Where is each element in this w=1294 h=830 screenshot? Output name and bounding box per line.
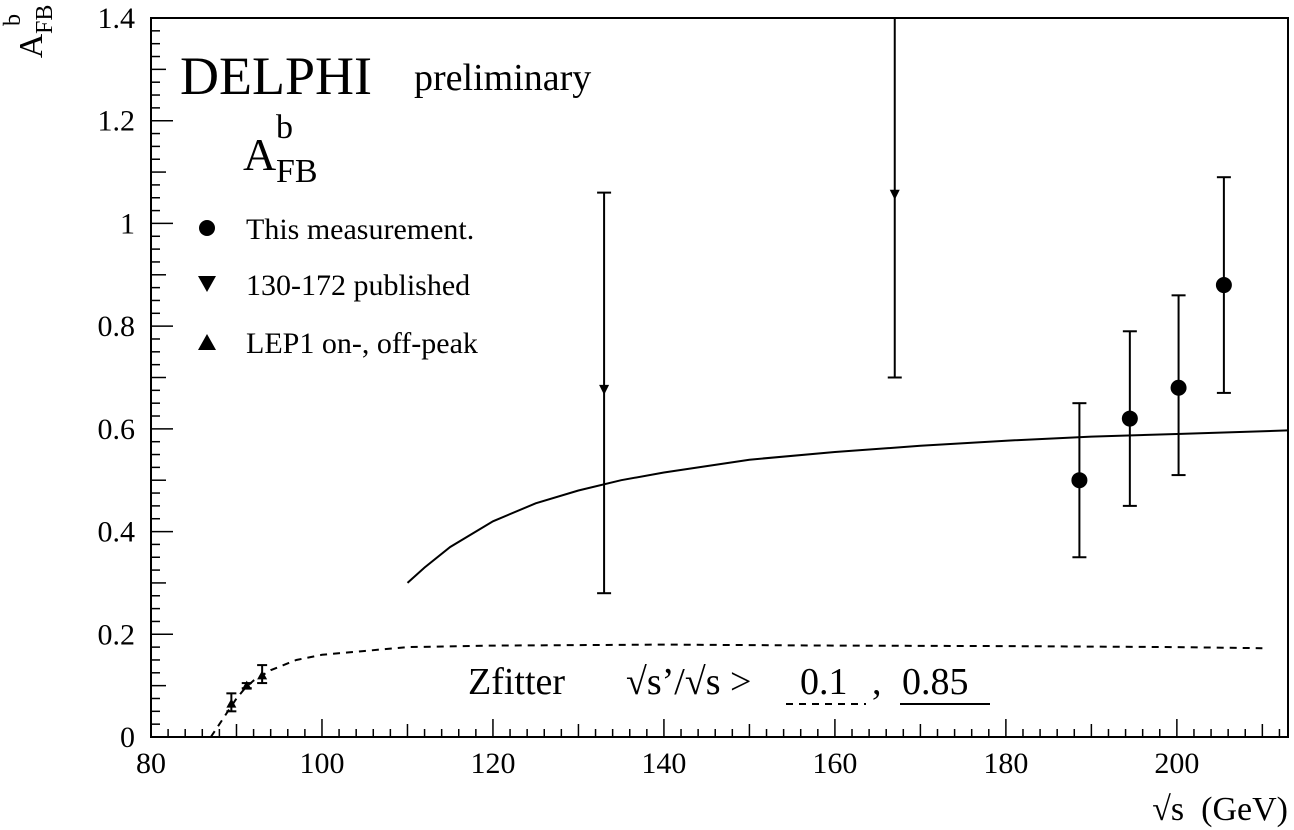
x-axis-label: √s (GeV) [1152,791,1288,828]
y-tick-label: 1.4 [98,2,136,35]
annotation-cut-value-dashed: 0.1 [800,661,848,703]
y-tick-label: 0.2 [98,618,136,651]
y-tick-label: 0.8 [98,310,136,343]
x-tick-label: 120 [470,747,515,780]
x-tick-label: 200 [1154,747,1199,780]
legend-label: This measurement. [246,213,474,246]
annotation-cut-value-solid: 0.85 [902,661,969,703]
y-tick-label: 0.6 [98,413,136,446]
annotation-separator: , [872,661,882,703]
observable-sub: FB [276,153,318,190]
x-tick-label: 160 [812,747,857,780]
observable-sup: b [276,109,293,146]
annotation-cut: √s’/√s > [626,661,751,703]
y-tick-label: 0.4 [98,516,136,549]
legend-label: LEP1 on-, off-peak [246,327,478,360]
data-point-triangle-up [257,670,268,680]
data-point-circle [1071,472,1088,489]
x-axis: 80 100 120 140 160 180 200 [136,719,1281,780]
y-tick-label: 0 [120,721,135,754]
data-point-triangle-up [226,698,237,708]
x-tick-label: 140 [641,747,686,780]
x-tick-label: 180 [983,747,1028,780]
x-tick-label: 100 [299,747,344,780]
y-tick-label: 1.2 [98,105,136,138]
chart-title: DELPHI [180,46,372,106]
curve-dashed [209,643,1263,738]
y-axis-label-sup: b [0,14,26,26]
y-axis-label: A b FB [0,5,58,59]
y-axis: 0 0.2 0.4 0.6 0.8 1 1.2 1.4 [98,2,173,754]
annotation-model: Zfitter [468,661,565,703]
data-point-circle [1215,277,1232,294]
chart-subtitle: preliminary [414,57,591,99]
data-marks [226,17,1232,713]
data-point-circle [1170,379,1187,396]
data-point-triangle-down [599,384,610,395]
observable-base: A [243,129,276,180]
y-tick-label: 1 [120,207,135,240]
legend: This measurement. 130-172 published LEP1… [198,213,478,360]
data-point-triangle-down [889,189,900,200]
curve-solid [406,429,1289,584]
plot-frame [150,17,1289,738]
y-axis-label-base: A [13,33,50,58]
legend-label: 130-172 published [246,269,470,302]
data-point-triangle-up [241,680,252,690]
legend-marker-circle [199,220,215,236]
zfitter-annotation: Zfitter √s’/√s > 0.1 , 0.85 [468,661,990,705]
legend-marker-triangle-up [198,334,216,350]
x-tick-label: 80 [136,747,166,780]
data-point-circle [1121,410,1138,427]
legend-marker-triangle-down [198,276,216,292]
y-axis-label-sub: FB [32,5,58,34]
